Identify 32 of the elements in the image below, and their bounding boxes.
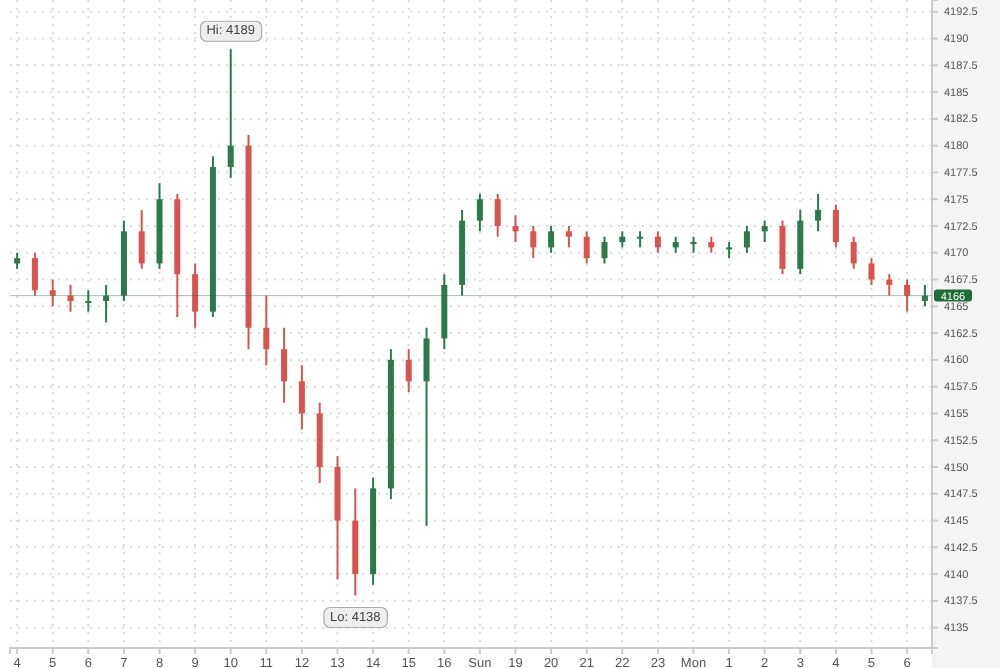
- candlestick: [67, 283, 74, 313]
- candlestick: [281, 326, 288, 404]
- candlestick: [761, 219, 768, 244]
- candlestick: [548, 225, 555, 254]
- candlestick: [779, 219, 786, 276]
- candlestick: [49, 278, 56, 308]
- candlestick: [530, 225, 537, 260]
- candlestick: [886, 273, 893, 297]
- candlestick: [138, 208, 145, 270]
- candlestick: [423, 326, 430, 527]
- candlestick: [921, 283, 928, 308]
- candlestick: [512, 214, 519, 244]
- candlestick: [494, 192, 501, 238]
- candlestick: [192, 262, 199, 329]
- candlestick: [565, 225, 572, 249]
- candlestick: [868, 257, 875, 286]
- candlestick: [601, 235, 608, 265]
- candlestick: [298, 364, 305, 431]
- candlestick: [263, 294, 270, 367]
- candlestick: [476, 192, 483, 233]
- candlestick: [227, 48, 234, 179]
- candlestick: [31, 251, 38, 297]
- candlestick: [103, 283, 110, 324]
- candlestick: [904, 278, 911, 313]
- candlestick: [583, 230, 590, 265]
- candlestick: [654, 230, 661, 254]
- candlestick: [850, 235, 857, 270]
- candlestick: [405, 348, 412, 394]
- candlestick: [832, 203, 839, 249]
- candlestick: [815, 192, 822, 233]
- candlestick: [85, 289, 92, 313]
- candlestick: [743, 225, 750, 254]
